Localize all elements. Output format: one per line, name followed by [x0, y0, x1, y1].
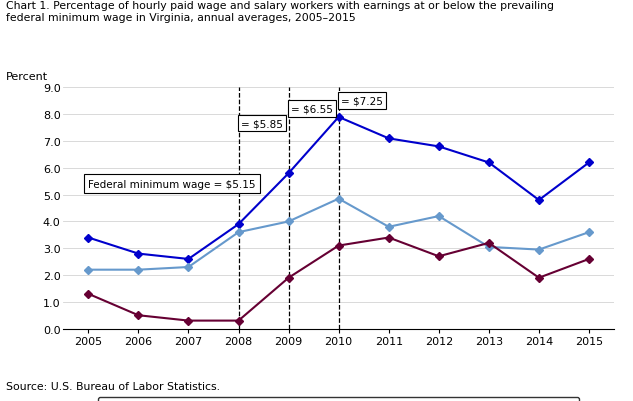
At minimum wage — [85, 292, 92, 296]
At minimum wage — [285, 275, 292, 280]
At or below minimum wage — [585, 161, 592, 166]
Below minimum wage — [235, 230, 242, 235]
Legend: At or below minimum wage, Below minimum wage, At minimum wage: At or below minimum wage, Below minimum … — [98, 397, 579, 401]
Below minimum wage — [585, 230, 592, 235]
Line: At minimum wage: At minimum wage — [85, 235, 592, 324]
At or below minimum wage — [185, 257, 192, 262]
Line: At or below minimum wage: At or below minimum wage — [85, 115, 592, 262]
Below minimum wage — [185, 265, 192, 270]
At or below minimum wage — [385, 137, 392, 142]
Below minimum wage — [85, 267, 92, 272]
At minimum wage — [135, 313, 142, 318]
At minimum wage — [185, 318, 192, 323]
At or below minimum wage — [135, 251, 142, 256]
Below minimum wage — [135, 267, 142, 272]
At or below minimum wage — [535, 198, 542, 203]
At minimum wage — [585, 257, 592, 262]
Below minimum wage — [435, 214, 442, 219]
Text: federal minimum wage in Virginia, annual averages, 2005–2015: federal minimum wage in Virginia, annual… — [6, 13, 356, 23]
Below minimum wage — [535, 247, 542, 252]
Text: = $6.55: = $6.55 — [291, 104, 333, 114]
At minimum wage — [235, 318, 242, 323]
At minimum wage — [535, 275, 542, 280]
Below minimum wage — [485, 245, 492, 250]
At minimum wage — [435, 254, 442, 259]
At or below minimum wage — [435, 145, 442, 150]
At minimum wage — [485, 241, 492, 246]
Text: = $7.25: = $7.25 — [341, 96, 383, 106]
Below minimum wage — [285, 219, 292, 224]
Text: Federal minimum wage = $5.15: Federal minimum wage = $5.15 — [89, 179, 256, 189]
Line: Below minimum wage: Below minimum wage — [85, 196, 592, 273]
Text: = $5.85: = $5.85 — [241, 119, 283, 129]
Text: Chart 1. Percentage of hourly paid wage and salary workers with earnings at or b: Chart 1. Percentage of hourly paid wage … — [6, 1, 555, 11]
At minimum wage — [335, 243, 342, 248]
Below minimum wage — [385, 225, 392, 230]
At or below minimum wage — [85, 235, 92, 240]
At or below minimum wage — [285, 171, 292, 176]
At or below minimum wage — [485, 161, 492, 166]
Text: Source: U.S. Bureau of Labor Statistics.: Source: U.S. Bureau of Labor Statistics. — [6, 381, 220, 391]
At minimum wage — [385, 235, 392, 240]
Text: Percent: Percent — [6, 72, 49, 82]
At or below minimum wage — [235, 222, 242, 227]
Below minimum wage — [335, 197, 342, 202]
At or below minimum wage — [335, 115, 342, 120]
